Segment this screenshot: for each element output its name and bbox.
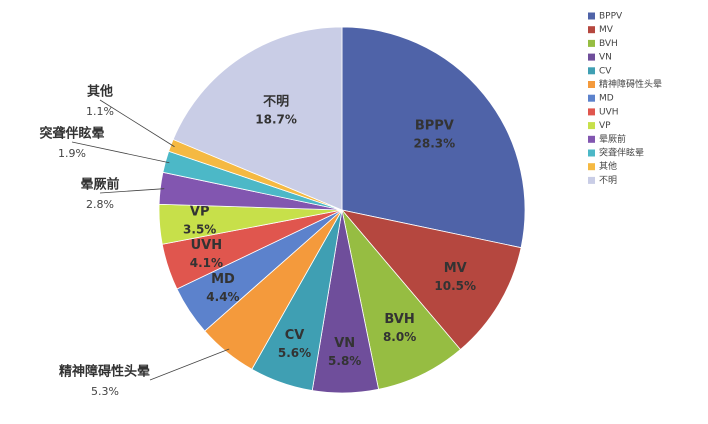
legend-swatch	[588, 149, 595, 157]
legend-swatch	[588, 108, 595, 116]
leader-line	[71, 141, 170, 164]
legend-swatch	[588, 53, 595, 61]
legend-swatch	[588, 12, 595, 20]
legend-label: 突聋伴眩晕	[599, 147, 644, 159]
slice-label: 不明	[263, 94, 289, 109]
legend-label: VN	[599, 53, 612, 63]
slice-label: 突聋伴眩晕	[39, 126, 104, 142]
legend-label: BPPV	[599, 12, 623, 22]
slice-value: 4.4%	[206, 290, 239, 304]
slice-label: UVH	[191, 238, 223, 253]
slice-label: CV	[285, 328, 305, 343]
slice-value: 5.6%	[278, 346, 311, 360]
slice-value: 18.7%	[255, 112, 297, 126]
legend-swatch	[588, 81, 595, 88]
pie-slice	[340, 209, 522, 351]
slice-label: MV	[444, 261, 467, 276]
legend-swatch	[588, 176, 595, 184]
slice-value: 5.3%	[91, 385, 119, 398]
legend-swatch	[588, 163, 595, 171]
leader-line	[99, 99, 175, 148]
legend-swatch	[588, 67, 595, 75]
slice-label: 其他	[87, 84, 113, 100]
legend-swatch	[588, 135, 595, 143]
slice-value: 3.5%	[183, 223, 216, 237]
slice-label: BVH	[384, 312, 414, 327]
slice-label: 精神障碍性头晕	[59, 364, 150, 380]
legend-label: 其他	[599, 160, 617, 172]
slice-value: 1.9%	[58, 147, 86, 160]
slice-value: 2.8%	[86, 198, 114, 211]
slice-value: 1.1%	[86, 105, 114, 118]
legend-label: MV	[599, 25, 614, 35]
slice-value: 10.5%	[434, 279, 476, 293]
legend-label: UVH	[599, 107, 619, 117]
pie-slice	[172, 26, 343, 211]
leader-line	[149, 348, 230, 381]
pie-slice	[341, 209, 461, 390]
legend-label: MD	[599, 94, 614, 104]
legend-swatch	[588, 39, 595, 47]
legend-label: 不明	[599, 175, 617, 186]
legend-label: BVH	[599, 39, 618, 49]
slice-label: MD	[211, 272, 235, 287]
legend-swatch	[588, 94, 595, 102]
slice-value: 8.0%	[383, 330, 416, 344]
slice-value: 5.8%	[328, 354, 361, 368]
slice-value: 4.1%	[190, 256, 223, 270]
slice-label: VP	[190, 205, 210, 220]
slice-label: 晕厥前	[80, 177, 119, 193]
slice-value: 28.3%	[414, 137, 456, 151]
legend-label: VP	[599, 121, 611, 131]
leader-line	[99, 188, 165, 194]
legend-swatch	[588, 122, 595, 130]
pie-slice	[341, 26, 526, 249]
slice-label: VN	[334, 336, 355, 351]
legend-label: 精神障碍性头晕	[599, 78, 662, 90]
legend-label: CV	[599, 66, 612, 76]
legend-label: 晕厥前	[599, 133, 626, 145]
slice-label: BPPV	[415, 119, 454, 134]
legend-swatch	[588, 26, 595, 34]
